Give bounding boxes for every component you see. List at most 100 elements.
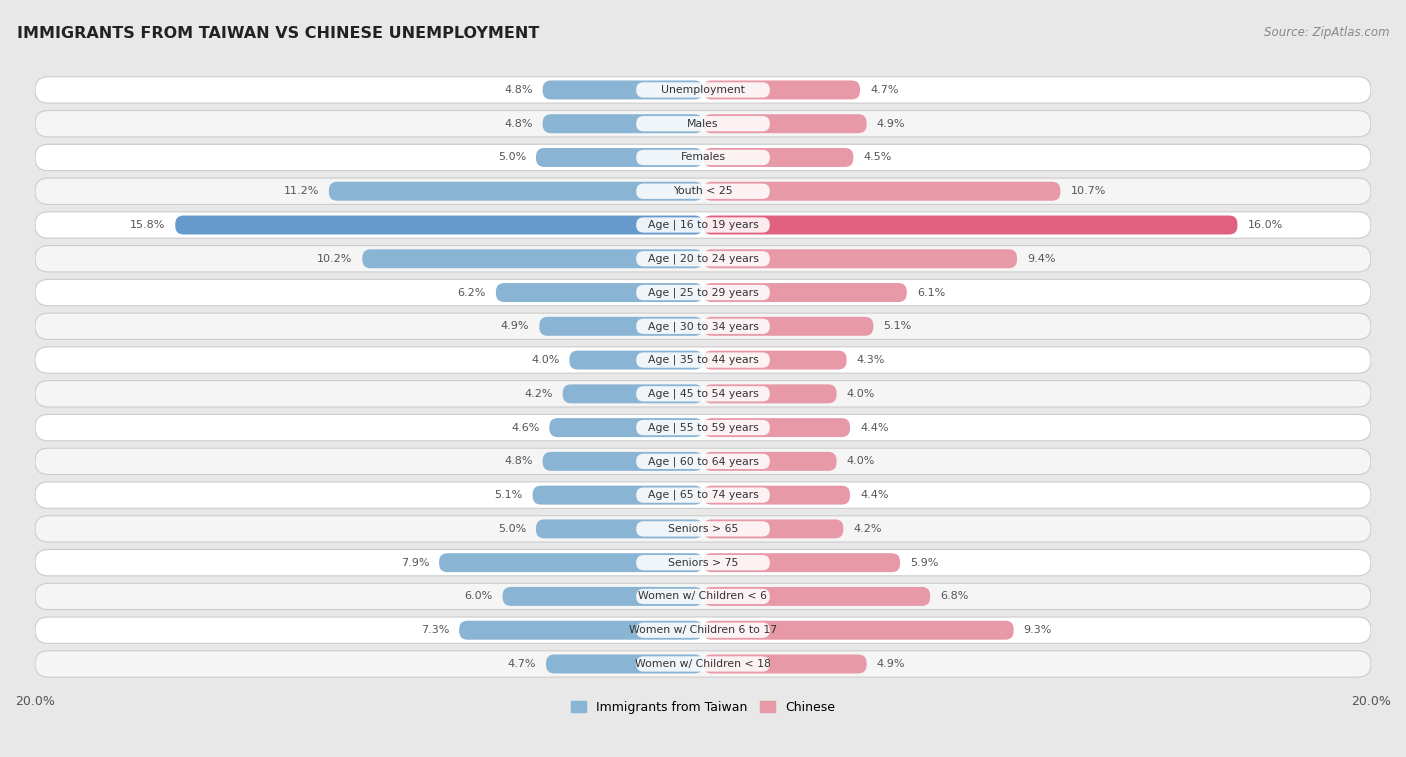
- Text: 4.4%: 4.4%: [860, 422, 889, 432]
- Text: Females: Females: [681, 152, 725, 163]
- FancyBboxPatch shape: [636, 453, 770, 469]
- FancyBboxPatch shape: [35, 245, 1371, 272]
- Text: 4.3%: 4.3%: [856, 355, 884, 365]
- FancyBboxPatch shape: [703, 283, 907, 302]
- Text: Unemployment: Unemployment: [661, 85, 745, 95]
- Text: 6.2%: 6.2%: [457, 288, 486, 298]
- Text: 4.0%: 4.0%: [531, 355, 560, 365]
- Text: Males: Males: [688, 119, 718, 129]
- Text: Seniors > 65: Seniors > 65: [668, 524, 738, 534]
- Text: 7.3%: 7.3%: [420, 625, 449, 635]
- FancyBboxPatch shape: [636, 116, 770, 132]
- Text: Women w/ Children < 18: Women w/ Children < 18: [636, 659, 770, 669]
- Text: 9.4%: 9.4%: [1026, 254, 1056, 263]
- FancyBboxPatch shape: [533, 486, 703, 505]
- FancyBboxPatch shape: [636, 555, 770, 570]
- Text: Age | 20 to 24 years: Age | 20 to 24 years: [648, 254, 758, 264]
- FancyBboxPatch shape: [703, 317, 873, 336]
- FancyBboxPatch shape: [703, 182, 1060, 201]
- FancyBboxPatch shape: [35, 414, 1371, 441]
- Text: 5.9%: 5.9%: [910, 558, 938, 568]
- FancyBboxPatch shape: [35, 583, 1371, 609]
- FancyBboxPatch shape: [439, 553, 703, 572]
- FancyBboxPatch shape: [703, 249, 1017, 268]
- Text: 11.2%: 11.2%: [284, 186, 319, 196]
- FancyBboxPatch shape: [703, 655, 866, 674]
- FancyBboxPatch shape: [636, 622, 770, 638]
- FancyBboxPatch shape: [35, 617, 1371, 643]
- FancyBboxPatch shape: [546, 655, 703, 674]
- FancyBboxPatch shape: [35, 516, 1371, 542]
- FancyBboxPatch shape: [540, 317, 703, 336]
- Text: IMMIGRANTS FROM TAIWAN VS CHINESE UNEMPLOYMENT: IMMIGRANTS FROM TAIWAN VS CHINESE UNEMPL…: [17, 26, 540, 42]
- FancyBboxPatch shape: [703, 114, 866, 133]
- FancyBboxPatch shape: [636, 353, 770, 368]
- Text: 4.7%: 4.7%: [508, 659, 536, 669]
- FancyBboxPatch shape: [363, 249, 703, 268]
- Text: 4.4%: 4.4%: [860, 490, 889, 500]
- FancyBboxPatch shape: [35, 212, 1371, 238]
- FancyBboxPatch shape: [703, 350, 846, 369]
- FancyBboxPatch shape: [496, 283, 703, 302]
- FancyBboxPatch shape: [35, 76, 1371, 103]
- FancyBboxPatch shape: [703, 486, 851, 505]
- FancyBboxPatch shape: [35, 178, 1371, 204]
- FancyBboxPatch shape: [562, 385, 703, 403]
- FancyBboxPatch shape: [636, 589, 770, 604]
- Text: 4.2%: 4.2%: [524, 389, 553, 399]
- Text: 4.5%: 4.5%: [863, 152, 891, 163]
- FancyBboxPatch shape: [703, 621, 1014, 640]
- Text: 9.3%: 9.3%: [1024, 625, 1052, 635]
- Text: 4.0%: 4.0%: [846, 456, 875, 466]
- FancyBboxPatch shape: [35, 313, 1371, 339]
- Text: Youth < 25: Youth < 25: [673, 186, 733, 196]
- FancyBboxPatch shape: [35, 550, 1371, 576]
- FancyBboxPatch shape: [636, 386, 770, 401]
- FancyBboxPatch shape: [543, 452, 703, 471]
- Text: 5.1%: 5.1%: [883, 321, 911, 332]
- FancyBboxPatch shape: [636, 522, 770, 537]
- Text: Age | 30 to 34 years: Age | 30 to 34 years: [648, 321, 758, 332]
- Text: 4.9%: 4.9%: [877, 119, 905, 129]
- FancyBboxPatch shape: [35, 381, 1371, 407]
- FancyBboxPatch shape: [636, 488, 770, 503]
- Text: 4.8%: 4.8%: [505, 119, 533, 129]
- FancyBboxPatch shape: [703, 587, 931, 606]
- Text: 4.9%: 4.9%: [877, 659, 905, 669]
- FancyBboxPatch shape: [35, 448, 1371, 475]
- Text: Age | 35 to 44 years: Age | 35 to 44 years: [648, 355, 758, 366]
- Text: Age | 65 to 74 years: Age | 65 to 74 years: [648, 490, 758, 500]
- FancyBboxPatch shape: [703, 80, 860, 99]
- FancyBboxPatch shape: [35, 651, 1371, 677]
- FancyBboxPatch shape: [35, 111, 1371, 137]
- FancyBboxPatch shape: [636, 319, 770, 334]
- FancyBboxPatch shape: [35, 482, 1371, 508]
- FancyBboxPatch shape: [636, 150, 770, 165]
- FancyBboxPatch shape: [703, 452, 837, 471]
- Text: Women w/ Children < 6: Women w/ Children < 6: [638, 591, 768, 601]
- FancyBboxPatch shape: [636, 285, 770, 301]
- FancyBboxPatch shape: [176, 216, 703, 235]
- Text: 5.1%: 5.1%: [495, 490, 523, 500]
- FancyBboxPatch shape: [703, 553, 900, 572]
- FancyBboxPatch shape: [35, 279, 1371, 306]
- Text: 4.6%: 4.6%: [510, 422, 540, 432]
- Text: Age | 55 to 59 years: Age | 55 to 59 years: [648, 422, 758, 433]
- Text: Source: ZipAtlas.com: Source: ZipAtlas.com: [1264, 26, 1389, 39]
- Text: 6.8%: 6.8%: [941, 591, 969, 601]
- FancyBboxPatch shape: [543, 80, 703, 99]
- FancyBboxPatch shape: [460, 621, 703, 640]
- Text: Age | 25 to 29 years: Age | 25 to 29 years: [648, 288, 758, 298]
- Text: 10.7%: 10.7%: [1070, 186, 1105, 196]
- FancyBboxPatch shape: [636, 656, 770, 671]
- Text: 4.7%: 4.7%: [870, 85, 898, 95]
- FancyBboxPatch shape: [502, 587, 703, 606]
- Text: 15.8%: 15.8%: [129, 220, 166, 230]
- FancyBboxPatch shape: [329, 182, 703, 201]
- Text: 4.2%: 4.2%: [853, 524, 882, 534]
- Text: 6.1%: 6.1%: [917, 288, 945, 298]
- FancyBboxPatch shape: [636, 184, 770, 199]
- FancyBboxPatch shape: [703, 148, 853, 167]
- FancyBboxPatch shape: [569, 350, 703, 369]
- Text: 5.0%: 5.0%: [498, 524, 526, 534]
